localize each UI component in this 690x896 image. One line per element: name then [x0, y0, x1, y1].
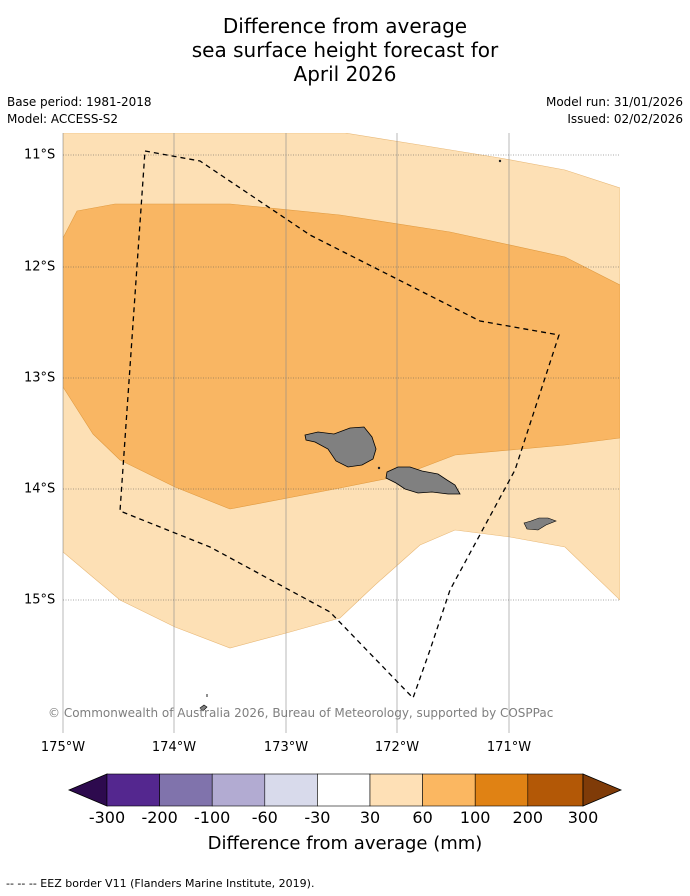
lat-label-13s: 13°S: [24, 370, 56, 386]
colorbar: [67, 773, 623, 807]
colorbar-label: 200: [512, 808, 544, 827]
title-line-1: Difference from average: [222, 14, 468, 38]
colorbar-swatch-2: [159, 773, 213, 807]
colorbar-swatch-1: [106, 773, 160, 807]
lon-label-174w: 174°W: [151, 740, 197, 755]
title-line-2: sea surface height forecast for: [191, 38, 499, 62]
colorbar-swatch-7: [422, 773, 476, 807]
eez-legend-footer: -- -- -- EEZ border V11 (Flanders Marine…: [6, 877, 315, 890]
colorbar-label: -60: [251, 808, 278, 827]
lon-label-172w: 172°W: [374, 740, 420, 755]
colorbar-swatch-9: [527, 773, 584, 807]
islet-apolima: [377, 466, 381, 470]
gridlines: [62, 133, 510, 733]
lat-gridlines: [63, 154, 620, 601]
model-text: Model: ACCESS-S2: [7, 112, 119, 126]
colorbar-extend-low: [67, 773, 108, 807]
colorbar-swatch-3: [211, 773, 266, 807]
island-tutuila: [523, 517, 557, 531]
colorbar-label: 60: [412, 808, 433, 827]
chart-title: Difference from average sea surface heig…: [0, 14, 690, 86]
colorbar-swatch-6: [369, 773, 423, 807]
colorbar-label: -100: [194, 808, 231, 827]
base-period-text: Base period: 1981-2018: [7, 95, 152, 109]
model-run-text: Model run: 31/01/2026: [545, 95, 683, 109]
islet-south: [199, 704, 208, 712]
colorbar-label: 300: [567, 808, 599, 827]
eez-border: [119, 150, 560, 700]
colorbar-extend-high: [582, 773, 623, 807]
colorbar-title: Difference from average (mm): [207, 833, 483, 854]
islet-north: [498, 159, 502, 163]
lat-label-14s: 14°S: [24, 481, 56, 497]
lon-label-171w: 171°W: [486, 740, 532, 755]
colorbar-label: -300: [88, 808, 126, 827]
colorbar-label: -30: [304, 808, 331, 827]
colorbar-label: 30: [359, 808, 381, 827]
colorbar-swatch-5: [317, 773, 371, 807]
lat-label-12s: 12°S: [24, 259, 56, 275]
lat-label-15s: 15°S: [24, 592, 56, 608]
lon-label-173w: 173°W: [263, 740, 309, 755]
lat-label-11s: 11°S: [24, 147, 56, 163]
lon-label-175w: 175°W: [40, 740, 86, 755]
island-savaii: [304, 426, 377, 468]
copyright-credit: © Commonwealth of Australia 2026, Bureau…: [48, 706, 554, 720]
colorbar-swatch-4: [264, 773, 318, 807]
title-line-3: April 2026: [293, 62, 397, 86]
issued-text: Issued: 02/02/2026: [567, 112, 683, 126]
colorbar-swatch-8: [474, 773, 529, 807]
island-upolu: [385, 466, 461, 495]
colorbar-label: 100: [459, 808, 491, 827]
anomaly-band-60-100: [63, 203, 620, 510]
colorbar-label: -200: [141, 808, 178, 827]
